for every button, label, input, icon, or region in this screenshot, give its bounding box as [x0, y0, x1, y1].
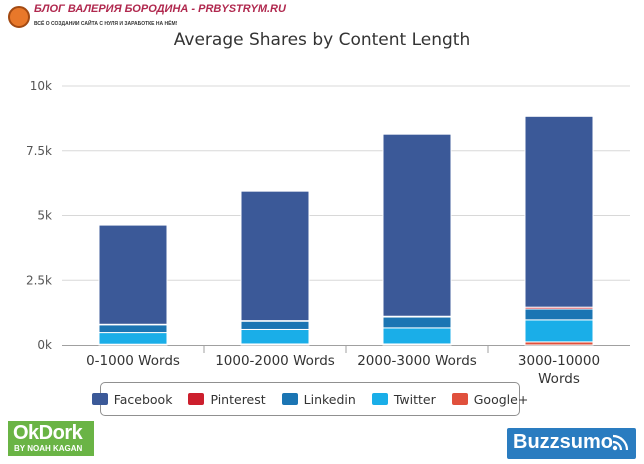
y-tick-label: 2.5k	[26, 273, 52, 287]
legend-swatch	[91, 393, 108, 405]
bar-segment-facebook	[98, 224, 168, 325]
okdork-logo-text: OkDork	[13, 422, 83, 444]
legend-swatch	[371, 393, 388, 405]
blog-logo-icon	[8, 6, 30, 28]
y-tick-label: 7.5k	[26, 144, 52, 158]
legend-item[interactable]: Facebook	[91, 391, 173, 407]
x-tick-label: 3000-10000	[518, 353, 600, 369]
bar-segment-twitter	[240, 328, 310, 345]
bar-segment-twitter	[98, 332, 168, 345]
legend-swatch	[188, 393, 205, 405]
watermark-title: БЛОГ ВАЛЕРИЯ БОРОДИНА - PRBYSTRYM.RU	[34, 3, 286, 15]
legend-swatch	[451, 393, 468, 405]
bar-segment-linkedin	[524, 308, 594, 321]
y-tick-label: 0k	[37, 338, 52, 352]
x-tick-label: 0-1000 Words	[86, 353, 180, 369]
bar-segment-twitter	[382, 327, 452, 345]
x-tick-label: 2000-3000 Words	[357, 353, 477, 369]
buzzsumo-logo-text: Buzzsumo	[513, 431, 613, 453]
bar-segment-linkedin	[382, 316, 452, 329]
legend-swatch	[281, 393, 298, 405]
bar-segment-twitter	[524, 319, 594, 343]
broadcast-icon	[612, 434, 629, 451]
legend-label: Google+	[473, 391, 529, 407]
legend-item[interactable]: Linkedin	[281, 391, 356, 407]
legend-label: Pinterest	[210, 391, 266, 407]
legend-item[interactable]: Pinterest	[188, 391, 266, 407]
chart-title: Average Shares by Content Length	[173, 30, 471, 50]
legend-label: Twitter	[393, 391, 436, 407]
okdork-logo-subtext: BY NOAH KAGAN	[14, 444, 83, 453]
legend-item[interactable]: Twitter	[371, 391, 436, 407]
legend-label: Linkedin	[303, 391, 356, 407]
bar-segment-facebook	[240, 190, 310, 322]
okdork-logo: OkDork BY NOAH KAGAN	[8, 421, 94, 456]
x-tick-label-line2: Words	[538, 371, 580, 387]
y-tick-label: 5k	[37, 209, 52, 223]
bar-segment-linkedin	[98, 324, 168, 334]
chart-legend: Facebook Pinterest Linkedin Twitter Google+	[91, 382, 528, 416]
legend-item[interactable]: Google+	[451, 391, 529, 407]
bar-segment-facebook	[524, 115, 594, 308]
bar-segment-linkedin	[240, 320, 310, 330]
x-tick-label: 1000-2000 Words	[215, 353, 335, 369]
buzzsumo-logo: Buzzsumo	[507, 428, 636, 459]
watermark-subtitle: ВСЁ О СОЗДАНИИ САЙТА С НУЛЯ И ЗАРАБОТКЕ …	[34, 21, 178, 27]
y-tick-label: 10k	[30, 79, 52, 93]
blog-watermark: БЛОГ ВАЛЕРИЯ БОРОДИНА - PRBYSTRYM.RU ВСЁ…	[4, 2, 286, 38]
bar-segment-facebook	[382, 133, 452, 317]
legend-label: Facebook	[113, 391, 173, 407]
